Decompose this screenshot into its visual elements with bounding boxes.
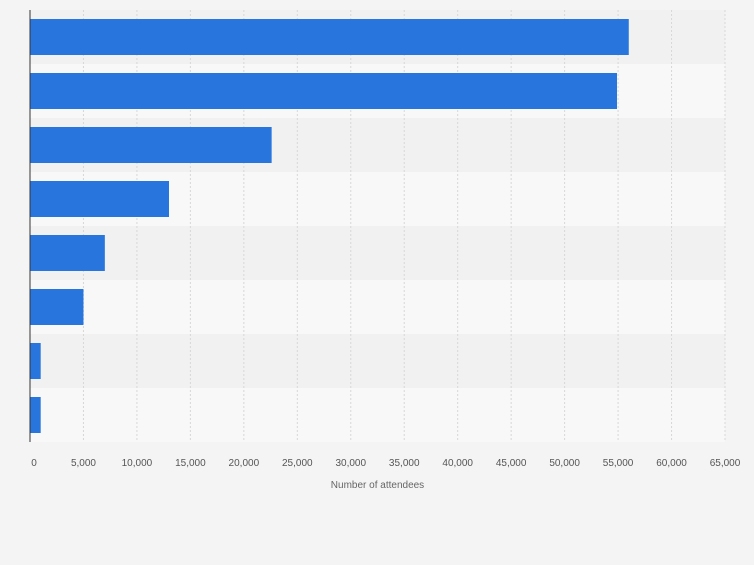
bar[interactable] xyxy=(30,19,629,55)
x-tick-label: 30,000 xyxy=(335,458,366,469)
bar[interactable] xyxy=(30,289,84,325)
bar[interactable] xyxy=(30,73,618,109)
x-tick-label: 5,000 xyxy=(71,458,96,469)
x-tick-label: 25,000 xyxy=(282,458,313,469)
x-tick-label: 40,000 xyxy=(442,458,473,469)
bar[interactable] xyxy=(30,343,41,379)
row-band xyxy=(30,388,725,442)
bar[interactable] xyxy=(30,181,169,217)
x-tick-label: 55,000 xyxy=(603,458,634,469)
row-band xyxy=(30,334,725,388)
row-band xyxy=(30,280,725,334)
x-tick-labels: 0 5,000 10,000 15,000 20,000 25,000 30,000 35,0… xyxy=(31,458,741,469)
x-tick-label: 45,000 xyxy=(496,458,527,469)
x-axis-label: Number of attendees xyxy=(331,480,424,491)
x-tick-label: 35,000 xyxy=(389,458,420,469)
x-tick-label: 0 xyxy=(31,458,37,469)
x-tick-label: 50,000 xyxy=(549,458,580,469)
x-tick-label: 10,000 xyxy=(122,458,153,469)
row-band xyxy=(30,226,725,280)
bars xyxy=(30,19,629,433)
x-tick-label: 65,000 xyxy=(710,458,741,469)
bar[interactable] xyxy=(30,397,41,433)
x-tick-label: 60,000 xyxy=(656,458,687,469)
bar[interactable] xyxy=(30,127,272,163)
x-tick-label: 20,000 xyxy=(229,458,260,469)
bar[interactable] xyxy=(30,235,105,271)
x-tick-label: 15,000 xyxy=(175,458,206,469)
